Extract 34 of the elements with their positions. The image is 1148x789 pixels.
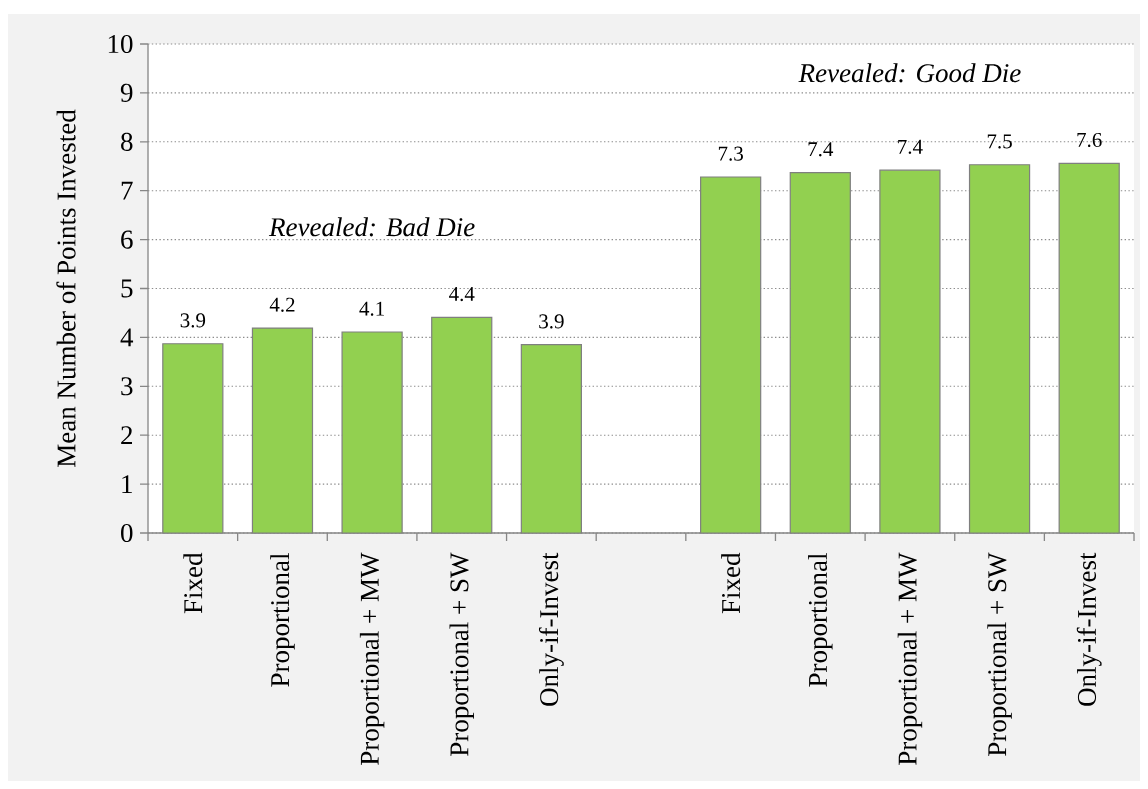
- data-label: 7.4: [898, 139, 923, 154]
- x-tick-label: Proportional: [270, 553, 295, 687]
- x-tick-label: Only-if-Invest: [1076, 552, 1102, 706]
- annotation: Revealed: Good Die: [798, 63, 1021, 83]
- x-tick-label: Proportional + MW: [359, 552, 385, 765]
- y-tick-label: 9: [120, 83, 133, 102]
- y-tick-label: 7: [121, 181, 133, 200]
- y-tick-label: 8: [121, 132, 133, 151]
- y-tick-label: 10: [108, 34, 133, 54]
- data-label: 3.9: [539, 314, 564, 329]
- y-tick-label: 5: [121, 279, 133, 298]
- y-tick-label: 6: [121, 230, 133, 249]
- data-label: 7.6: [1077, 132, 1102, 148]
- y-tick-label: 3: [121, 377, 133, 396]
- data-label: 7.4: [808, 142, 834, 157]
- y-tick-label: 1: [122, 475, 132, 493]
- data-label: 7.3: [718, 146, 743, 161]
- annotation: Revealed: Bad Die: [268, 217, 475, 237]
- data-label: 4.2: [269, 297, 295, 312]
- x-tick-label: Proportional: [808, 553, 833, 687]
- x-tick-label: Proportional + SW: [449, 552, 474, 756]
- y-tick-label: 0: [121, 523, 133, 543]
- data-label: 7.5: [987, 134, 1012, 149]
- data-label: 4.1: [359, 301, 384, 316]
- y-axis-title: Mean Number of Points Invested: [56, 109, 76, 467]
- y-tick-label: 4: [120, 328, 134, 347]
- x-tick-label: Proportional + MW: [897, 552, 923, 765]
- x-tick-label: Proportional + SW: [987, 552, 1012, 756]
- x-tick-label: Only-if-Invest: [538, 552, 564, 706]
- x-tick-label: Fixed: [721, 552, 741, 614]
- data-label: 3.9: [180, 313, 206, 328]
- x-tick-label: Fixed: [183, 552, 203, 614]
- data-label: 4.4: [449, 287, 475, 302]
- y-tick-label: 2: [121, 426, 133, 445]
